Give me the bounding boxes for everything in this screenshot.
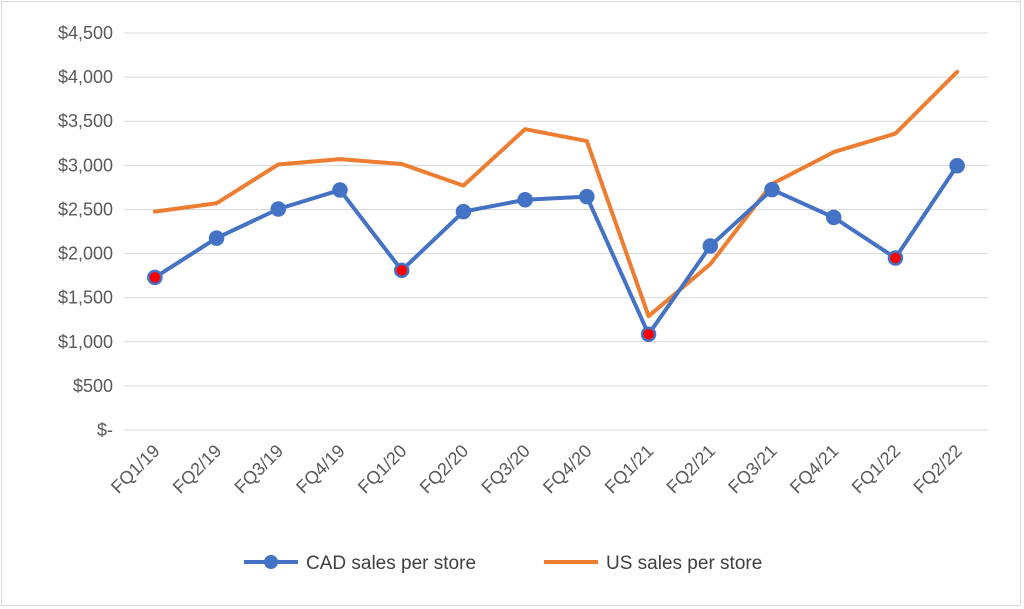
y-tick-label: $3,000 bbox=[58, 155, 113, 175]
y-tick-label: $2,000 bbox=[58, 244, 113, 264]
grid-lines bbox=[124, 32, 988, 431]
y-tick-label: $1,000 bbox=[58, 332, 113, 352]
data-point-marker bbox=[332, 182, 348, 198]
data-point-marker bbox=[764, 181, 780, 198]
y-tick-label: $- bbox=[97, 420, 113, 440]
data-point-marker bbox=[702, 238, 719, 254]
data-point-marker bbox=[949, 158, 965, 174]
x-tick-label: FQ2/19 bbox=[169, 441, 226, 498]
series-line-us bbox=[152, 69, 960, 319]
x-tick-label: FQ2/22 bbox=[909, 441, 966, 498]
x-tick-label: FQ1/19 bbox=[107, 441, 164, 498]
data-point-marker bbox=[517, 191, 533, 208]
x-tick-label: FQ4/19 bbox=[292, 441, 349, 498]
x-tick-label: FQ3/20 bbox=[477, 441, 534, 498]
x-tick-label: FQ2/20 bbox=[416, 441, 473, 498]
series-markers bbox=[147, 158, 965, 343]
y-tick-label: $500 bbox=[73, 376, 113, 396]
data-point-marker bbox=[579, 188, 595, 205]
y-tick-label: $4,000 bbox=[58, 67, 113, 87]
y-tick-label: $1,500 bbox=[58, 288, 113, 308]
x-tick-label: FQ3/19 bbox=[231, 441, 288, 498]
x-tick-label: FQ4/20 bbox=[539, 441, 596, 498]
x-tick-label: FQ4/21 bbox=[786, 441, 843, 498]
highlighted-point-marker bbox=[147, 269, 163, 286]
data-point-marker bbox=[455, 203, 472, 220]
y-tick-label: $2,500 bbox=[58, 199, 113, 219]
series-lines bbox=[152, 69, 960, 337]
legend: CAD sales per store US sales per store bbox=[244, 553, 762, 574]
highlighted-point-marker bbox=[640, 326, 657, 343]
y-tick-label: $3,500 bbox=[58, 111, 113, 131]
x-tick-label: FQ2/21 bbox=[663, 441, 720, 498]
data-point-marker bbox=[825, 209, 842, 226]
y-tick-label: $4,500 bbox=[58, 23, 113, 43]
x-axis-tick-labels: FQ1/19 FQ2/19 FQ3/19 FQ4/19 FQ1/20 FQ2/20 FQ3/… bbox=[107, 441, 966, 498]
x-tick-label: FQ3/21 bbox=[724, 441, 781, 498]
highlighted-point-marker bbox=[393, 262, 410, 279]
series-line-cad bbox=[152, 163, 960, 337]
legend-marker-cad bbox=[264, 555, 278, 569]
x-tick-label: FQ1/22 bbox=[848, 441, 905, 498]
x-tick-label: FQ1/21 bbox=[601, 441, 658, 498]
data-point-marker bbox=[270, 201, 287, 217]
x-tick-label: FQ1/20 bbox=[354, 441, 411, 498]
highlighted-point-marker bbox=[887, 250, 904, 266]
legend-label-cad: CAD sales per store bbox=[306, 553, 476, 574]
y-axis-tick-labels: $- $500 $1,000 $1,500 $2,000 $2,500 $3,000 $3,5… bbox=[58, 23, 113, 440]
legend-label-us: US sales per store bbox=[606, 553, 762, 574]
data-point-marker bbox=[208, 230, 225, 246]
